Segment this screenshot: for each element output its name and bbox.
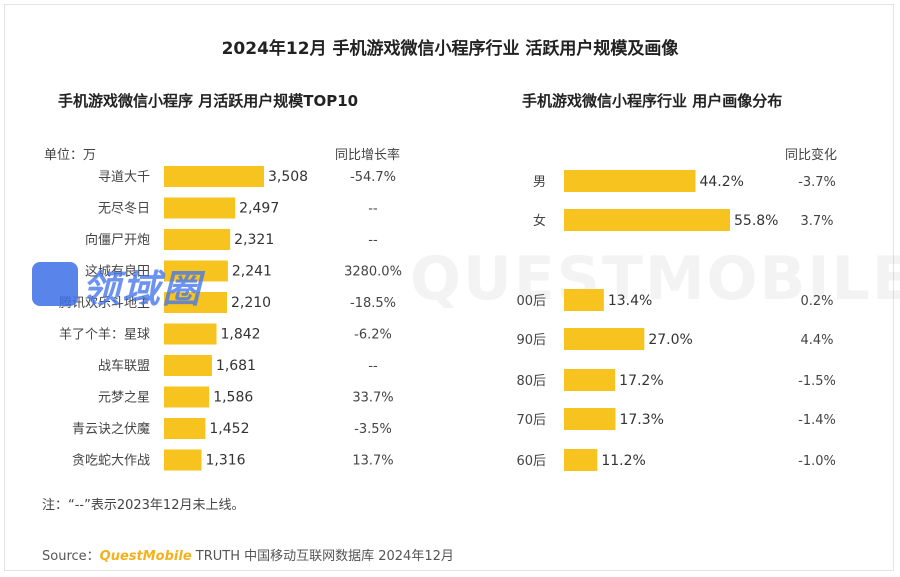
data-label: 2,210 bbox=[231, 295, 271, 311]
logo-stamp: 领域圈 bbox=[32, 258, 242, 311]
category-label: 70后 bbox=[516, 413, 546, 428]
data-label: 1,452 bbox=[209, 421, 249, 437]
bar bbox=[164, 323, 217, 345]
main-title: 2024年12月 手机游戏微信小程序行业 活跃用户规模及画像 bbox=[221, 39, 679, 59]
yoy-label: -54.7% bbox=[350, 170, 396, 185]
category-label: 青云诀之伏魔 bbox=[72, 422, 150, 437]
category-label: 寻道大千 bbox=[98, 170, 150, 185]
change-label: -3.7% bbox=[798, 175, 836, 190]
logo-text: 领域圈 bbox=[82, 267, 203, 311]
bar bbox=[564, 289, 604, 311]
yoy-label: 3280.0% bbox=[344, 265, 402, 280]
bar bbox=[164, 197, 236, 219]
source-line: Source：QuestMobile TRUTH 中国移动互联网数据库 2024… bbox=[42, 545, 454, 564]
category-label: 无尽冬日 bbox=[98, 201, 150, 217]
yoy-label: -- bbox=[368, 359, 378, 374]
bar bbox=[164, 386, 210, 408]
bar bbox=[164, 418, 206, 439]
source-suffix: TRUTH 中国移动互联网数据库 2024年12月 bbox=[191, 549, 454, 564]
footnote: 注：“--”表示2023年12月未上线。 bbox=[42, 498, 245, 513]
yoy-label: -- bbox=[368, 233, 378, 248]
category-label: 元梦之星 bbox=[98, 391, 150, 406]
category-label: 00后 bbox=[516, 294, 546, 309]
source-prefix: Source： bbox=[42, 549, 100, 564]
category-label: 80后 bbox=[516, 374, 546, 389]
bar bbox=[164, 292, 227, 313]
right-change-header: 同比变化 bbox=[785, 148, 838, 163]
data-label: 2,241 bbox=[232, 264, 272, 280]
yoy-label: -- bbox=[368, 202, 378, 217]
bar bbox=[164, 449, 202, 471]
data-label: 1,681 bbox=[216, 358, 256, 374]
bar bbox=[564, 369, 616, 391]
data-label: 27.0% bbox=[648, 332, 692, 348]
category-label: 腾讯欢乐斗地主 bbox=[59, 295, 150, 311]
yoy-label: -6.2% bbox=[354, 328, 392, 343]
bar bbox=[164, 355, 212, 376]
chart-frame bbox=[4, 4, 894, 571]
change-label: -1.4% bbox=[798, 413, 836, 428]
category-label: 战车联盟 bbox=[98, 358, 150, 374]
category-label: 向僵尸开炮 bbox=[85, 232, 150, 248]
bar bbox=[164, 166, 264, 187]
right-chart-title: 手机游戏微信小程序行业 用户画像分布 bbox=[522, 92, 783, 110]
category-label: 贪吃蛇大作战 bbox=[72, 453, 150, 469]
category-label: 这城有良田 bbox=[85, 264, 150, 280]
bar bbox=[564, 408, 616, 430]
yoy-label: -3.5% bbox=[354, 422, 392, 437]
data-label: 2,497 bbox=[239, 201, 279, 217]
data-label: 13.4% bbox=[608, 293, 652, 309]
bar bbox=[164, 229, 231, 250]
bar bbox=[564, 328, 645, 350]
data-label: 44.2% bbox=[699, 174, 743, 190]
data-label: 1,586 bbox=[213, 390, 253, 406]
data-label: 1,316 bbox=[206, 453, 246, 469]
data-label: 17.2% bbox=[619, 373, 663, 389]
left-chart-title: 手机游戏微信小程序 月活跃用户规模TOP10 bbox=[58, 92, 359, 110]
data-label: 17.3% bbox=[619, 412, 663, 428]
yoy-label: 33.7% bbox=[352, 391, 393, 406]
category-label: 羊了个羊：星球 bbox=[59, 327, 150, 343]
source-brand: QuestMobile bbox=[99, 549, 192, 564]
left-change-header: 同比增长率 bbox=[335, 148, 401, 163]
change-label: -1.5% bbox=[798, 374, 836, 389]
change-label: 0.2% bbox=[800, 294, 833, 309]
data-label: 55.8% bbox=[734, 213, 778, 229]
yoy-label: 13.7% bbox=[352, 454, 393, 469]
category-label: 60后 bbox=[516, 454, 546, 469]
bar bbox=[564, 170, 696, 192]
data-label: 1,842 bbox=[221, 327, 261, 343]
yoy-label: -18.5% bbox=[350, 296, 396, 311]
category-label: 女 bbox=[533, 213, 546, 229]
change-label: -1.0% bbox=[798, 454, 836, 469]
change-label: 3.7% bbox=[800, 214, 833, 229]
bar bbox=[564, 209, 730, 231]
change-label: 4.4% bbox=[800, 333, 833, 348]
category-label: 90后 bbox=[516, 333, 546, 348]
category-label: 男 bbox=[533, 175, 546, 190]
watermark: QUESTMOBILE bbox=[410, 244, 900, 314]
bar bbox=[164, 260, 228, 282]
data-label: 11.2% bbox=[601, 453, 645, 469]
logo-box bbox=[32, 262, 78, 306]
unit-label: 单位：万 bbox=[44, 148, 97, 163]
bar bbox=[564, 449, 598, 471]
data-label: 2,321 bbox=[234, 232, 274, 248]
data-label: 3,508 bbox=[268, 169, 308, 185]
